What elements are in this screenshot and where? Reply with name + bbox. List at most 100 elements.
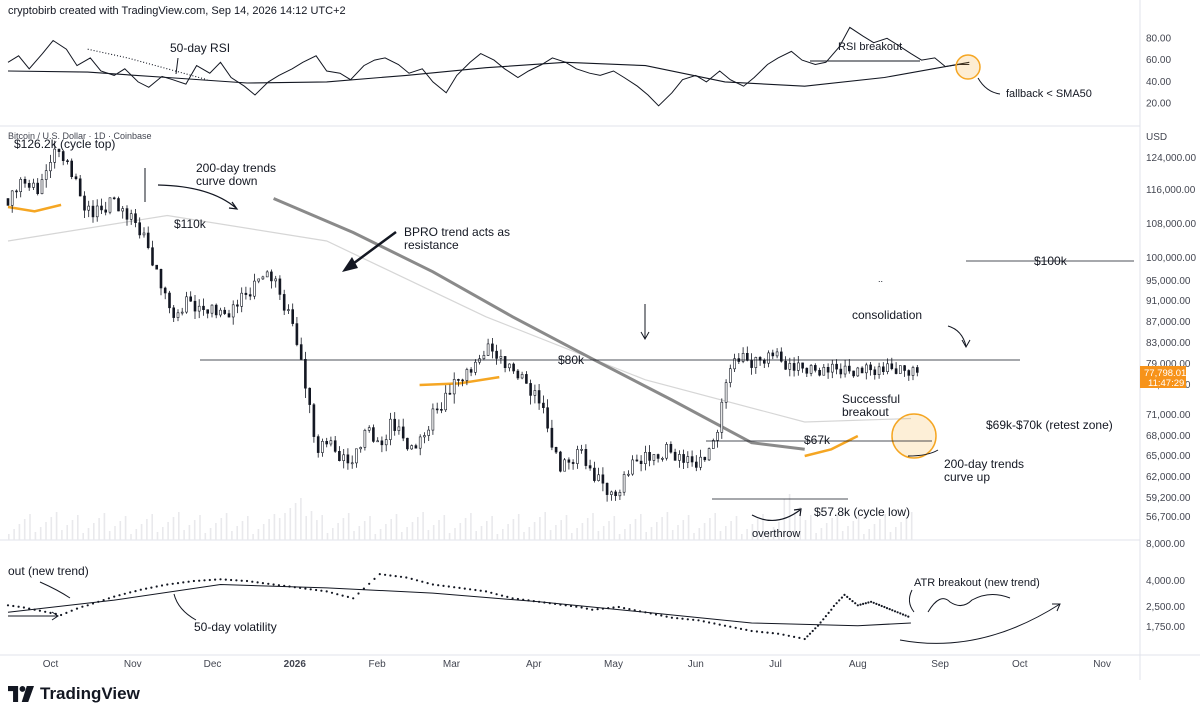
candle-body [703,456,707,461]
candle-body [601,474,605,484]
candle-body [610,491,613,495]
volume-bar [225,513,228,540]
volume-bar [220,518,223,540]
candle-body [414,445,418,449]
volatility-dot [591,608,594,611]
candle-body [525,374,528,384]
volume-bar [900,522,902,540]
volume-bar [735,516,738,540]
volatility-dot [22,606,25,609]
candle-body [728,368,732,383]
time-tick-label: May [604,659,623,670]
volume-bar [454,528,456,540]
candle-body [129,213,133,220]
fallback-highlight-circle [955,54,981,80]
volume-bar [178,512,180,540]
volatility-dot [835,602,838,605]
candle-body [852,370,855,377]
candle-body [146,232,150,248]
volume-bar [841,531,844,540]
annotation-arrow-atr-long [899,603,1061,644]
volatility-dot [830,608,833,611]
volume-bar [565,515,568,540]
candle-body [843,365,847,375]
volatility-dot [686,618,689,621]
candle-body [826,366,830,373]
volume-bar [273,514,276,540]
candle-body [78,178,82,197]
volatility-dot [864,602,867,605]
volatility-dot [315,588,318,592]
candle-body [537,390,541,404]
volume-bar [347,513,350,540]
candle-body [762,359,766,364]
candle-body [27,183,31,188]
candle-body [389,418,392,440]
volatility-dot [437,584,440,587]
volume-bar [602,526,605,540]
volume-bar [342,518,345,540]
candle-body [308,387,312,405]
candle-body [486,343,490,356]
candle-body [168,292,171,309]
volatility-dot [267,582,270,585]
candle-body [15,190,18,193]
volume-bar [560,520,562,540]
volume-bar [114,526,116,540]
volume-bar [496,534,499,540]
volatility-dot [182,581,185,584]
candle-body [151,247,154,266]
volume-bar [767,532,770,540]
volume-bar [23,519,26,540]
candle-body [206,309,209,314]
volume-bar [252,534,254,540]
volatility-dot [697,619,700,622]
volume-bar [98,518,100,540]
orange-trend-segment [7,203,62,213]
volatility-dot [399,575,403,578]
candle-body [461,379,464,382]
candle-body [809,365,813,374]
price-tick-label: 124,000.00 [1146,153,1196,164]
candle-body [223,309,226,314]
candle-body [720,401,724,433]
volume-bar [71,520,74,540]
volume-bar [709,518,711,540]
price-axis: 124,000.00 116,000.00 108,000.00 100,000.00… [1146,153,1196,523]
annotation-cycle-low: $57.8k (cycle low) [814,505,910,519]
volatility-dot [872,601,875,604]
volatility-dot [198,579,201,582]
volume-bar [464,518,467,540]
candle-body [32,182,35,188]
volatility-dot [458,586,461,590]
time-axis: Oct Nov Dec 2026 Feb Mar Apr May Jun Jul Aug Sep Oct… [43,659,1111,670]
volatility-dot [336,593,339,596]
volatility-dot [670,616,674,619]
candle-body [911,367,915,376]
candle-body [125,208,129,220]
candle-body [699,456,702,468]
annotation-110k: $110k [174,217,207,231]
candle-body [444,392,448,411]
candle-body [529,383,532,396]
volatility-dot [734,626,737,629]
annotation-consolidation: consolidation [852,308,922,322]
volatility-dot [362,587,365,590]
time-tick-label: Apr [526,659,542,670]
volatility-dot [617,605,620,609]
volume-bar [151,514,153,540]
candle-body [134,213,137,223]
candle-body [244,292,248,295]
volume-bar [193,520,196,540]
candle-body [176,312,180,318]
volatility-dot [761,631,764,634]
candle-body [915,367,919,373]
volatility-dot [12,604,15,608]
candle-body [261,276,265,280]
volatility-dot [123,592,126,595]
candle-body [652,454,656,461]
volatility-dot [38,609,42,612]
candle-body [792,363,796,371]
volatility-dot [60,613,63,617]
volume-bar [353,531,355,540]
